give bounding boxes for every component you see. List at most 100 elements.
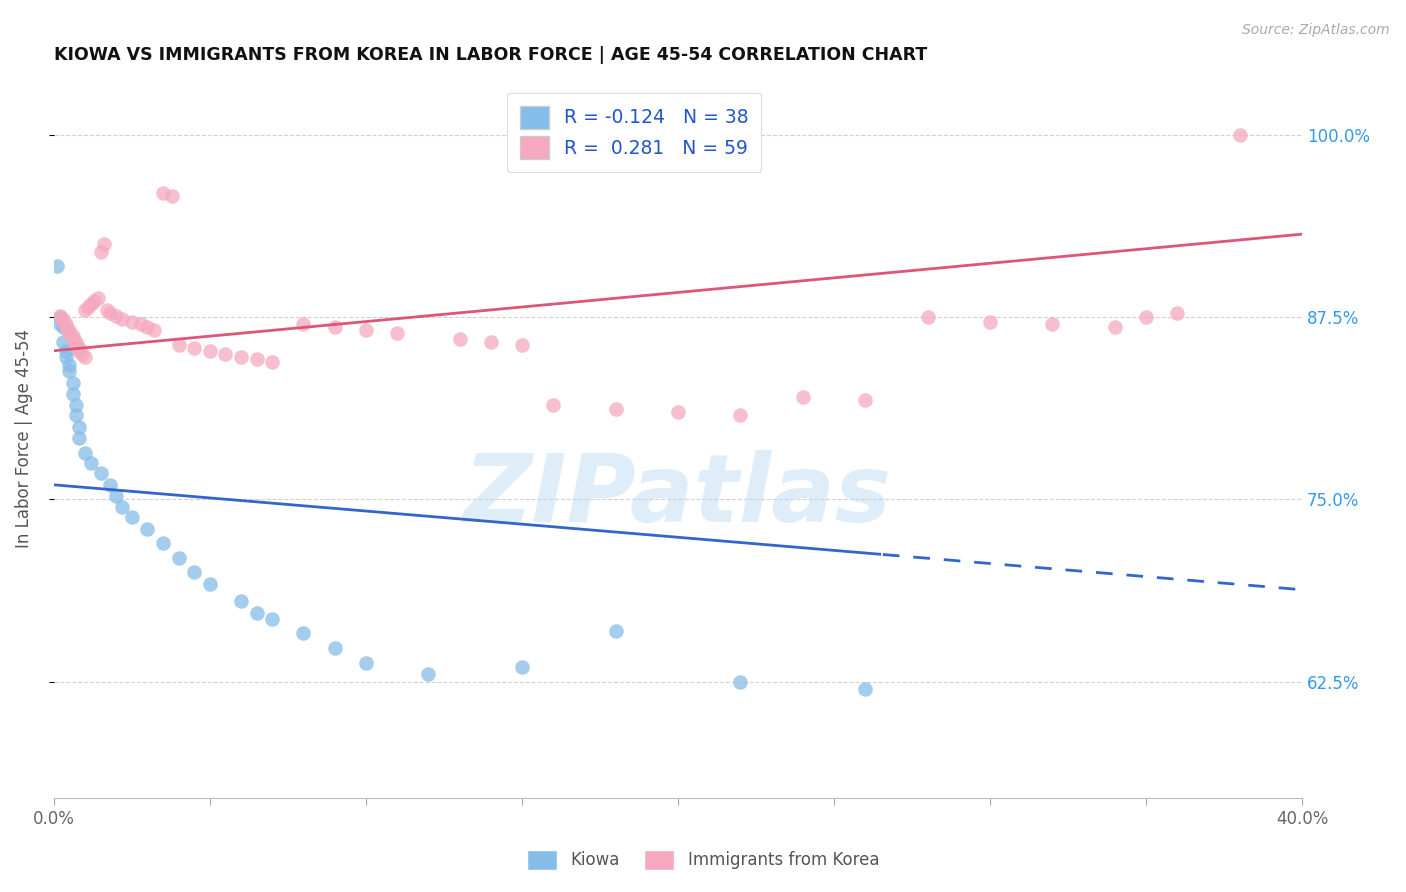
Point — [214, 346, 236, 360]
Point — [58, 359, 80, 373]
Point — [111, 311, 134, 326]
Point — [792, 390, 814, 404]
Point — [80, 456, 103, 470]
Point — [62, 329, 84, 343]
Point — [730, 674, 752, 689]
Point — [136, 522, 159, 536]
Point — [1135, 310, 1157, 325]
Point — [142, 323, 165, 337]
Point — [52, 315, 75, 329]
Point — [52, 320, 75, 334]
Point — [246, 606, 269, 620]
Point — [58, 323, 80, 337]
Point — [62, 387, 84, 401]
Point — [121, 315, 143, 329]
Point — [49, 309, 72, 323]
Point — [262, 612, 284, 626]
Point — [93, 237, 115, 252]
Point — [49, 318, 72, 332]
Point — [70, 346, 93, 360]
Point — [49, 310, 72, 325]
Point — [292, 318, 315, 332]
Point — [262, 355, 284, 369]
Point — [90, 466, 112, 480]
Point — [73, 446, 96, 460]
Point — [323, 320, 346, 334]
Point — [62, 332, 84, 346]
Point — [853, 681, 876, 696]
Point — [67, 431, 90, 445]
Point — [105, 309, 128, 323]
Point — [605, 402, 627, 417]
Point — [58, 326, 80, 341]
Legend: R = -0.124   N = 38, R =  0.281   N = 59: R = -0.124 N = 38, R = 0.281 N = 59 — [508, 93, 761, 172]
Y-axis label: In Labor Force | Age 45-54: In Labor Force | Age 45-54 — [15, 329, 32, 549]
Point — [67, 419, 90, 434]
Point — [385, 326, 408, 341]
Point — [1229, 128, 1251, 142]
Point — [917, 310, 939, 325]
Point — [67, 341, 90, 355]
Point — [73, 350, 96, 364]
Point — [52, 311, 75, 326]
Point — [198, 577, 221, 591]
Point — [136, 320, 159, 334]
Point — [449, 332, 471, 346]
Point — [55, 320, 77, 334]
Point — [129, 318, 152, 332]
Point — [55, 318, 77, 332]
Point — [229, 350, 252, 364]
Text: ZIPatlas: ZIPatlas — [464, 450, 891, 542]
Point — [77, 300, 100, 314]
Point — [605, 624, 627, 638]
Point — [121, 509, 143, 524]
Point — [167, 338, 190, 352]
Point — [1104, 320, 1126, 334]
Point — [323, 640, 346, 655]
Point — [198, 343, 221, 358]
Point — [1166, 306, 1188, 320]
Point — [979, 315, 1001, 329]
Text: KIOWA VS IMMIGRANTS FROM KOREA IN LABOR FORCE | AGE 45-54 CORRELATION CHART: KIOWA VS IMMIGRANTS FROM KOREA IN LABOR … — [53, 46, 927, 64]
Point — [65, 408, 87, 422]
Point — [730, 408, 752, 422]
Legend: Kiowa, Immigrants from Korea: Kiowa, Immigrants from Korea — [520, 843, 886, 877]
Point — [52, 334, 75, 349]
Point — [67, 343, 90, 358]
Point — [90, 244, 112, 259]
Point — [666, 405, 689, 419]
Point — [152, 186, 174, 201]
Point — [510, 660, 533, 674]
Point — [105, 490, 128, 504]
Point — [418, 667, 440, 681]
Point — [80, 297, 103, 311]
Point — [853, 393, 876, 408]
Point — [183, 341, 205, 355]
Point — [541, 398, 564, 412]
Point — [65, 338, 87, 352]
Point — [246, 352, 269, 367]
Point — [98, 306, 121, 320]
Point — [510, 338, 533, 352]
Point — [62, 376, 84, 390]
Point — [65, 334, 87, 349]
Point — [65, 398, 87, 412]
Point — [86, 291, 108, 305]
Point — [354, 323, 377, 337]
Point — [229, 594, 252, 608]
Point — [183, 566, 205, 580]
Point — [152, 536, 174, 550]
Point — [292, 626, 315, 640]
Point — [1042, 318, 1064, 332]
Point — [354, 656, 377, 670]
Point — [46, 259, 69, 273]
Point — [162, 189, 184, 203]
Point — [55, 343, 77, 358]
Point — [55, 350, 77, 364]
Point — [83, 294, 105, 309]
Point — [167, 550, 190, 565]
Point — [58, 364, 80, 378]
Point — [73, 302, 96, 317]
Point — [479, 334, 502, 349]
Point — [111, 500, 134, 514]
